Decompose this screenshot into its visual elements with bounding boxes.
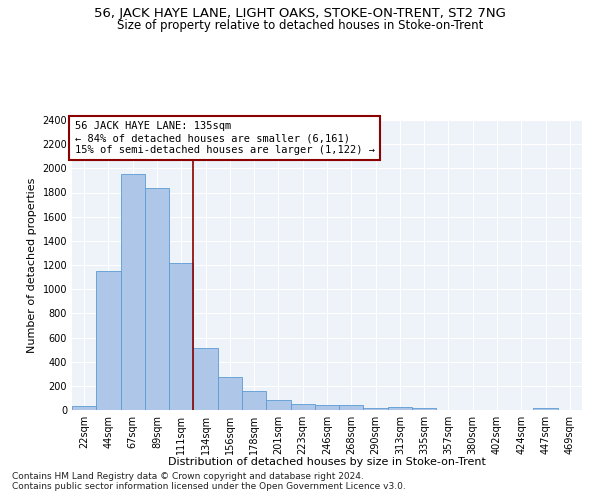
Text: Contains public sector information licensed under the Open Government Licence v3: Contains public sector information licen… <box>12 482 406 491</box>
Bar <box>266 400 290 410</box>
Bar <box>388 407 412 410</box>
X-axis label: Distribution of detached houses by size in Stoke-on-Trent: Distribution of detached houses by size … <box>168 457 486 467</box>
Text: Size of property relative to detached houses in Stoke-on-Trent: Size of property relative to detached ho… <box>117 19 483 32</box>
Bar <box>339 405 364 410</box>
Bar <box>218 377 242 410</box>
Bar <box>121 174 145 410</box>
Y-axis label: Number of detached properties: Number of detached properties <box>27 178 37 352</box>
Bar <box>364 408 388 410</box>
Bar <box>533 408 558 410</box>
Bar <box>72 406 96 410</box>
Bar <box>412 408 436 410</box>
Text: Contains HM Land Registry data © Crown copyright and database right 2024.: Contains HM Land Registry data © Crown c… <box>12 472 364 481</box>
Bar <box>169 263 193 410</box>
Bar <box>242 392 266 410</box>
Bar <box>145 188 169 410</box>
Bar <box>315 404 339 410</box>
Text: 56 JACK HAYE LANE: 135sqm
← 84% of detached houses are smaller (6,161)
15% of se: 56 JACK HAYE LANE: 135sqm ← 84% of detac… <box>74 122 374 154</box>
Text: 56, JACK HAYE LANE, LIGHT OAKS, STOKE-ON-TRENT, ST2 7NG: 56, JACK HAYE LANE, LIGHT OAKS, STOKE-ON… <box>94 8 506 20</box>
Bar <box>193 348 218 410</box>
Bar <box>290 404 315 410</box>
Bar <box>96 271 121 410</box>
